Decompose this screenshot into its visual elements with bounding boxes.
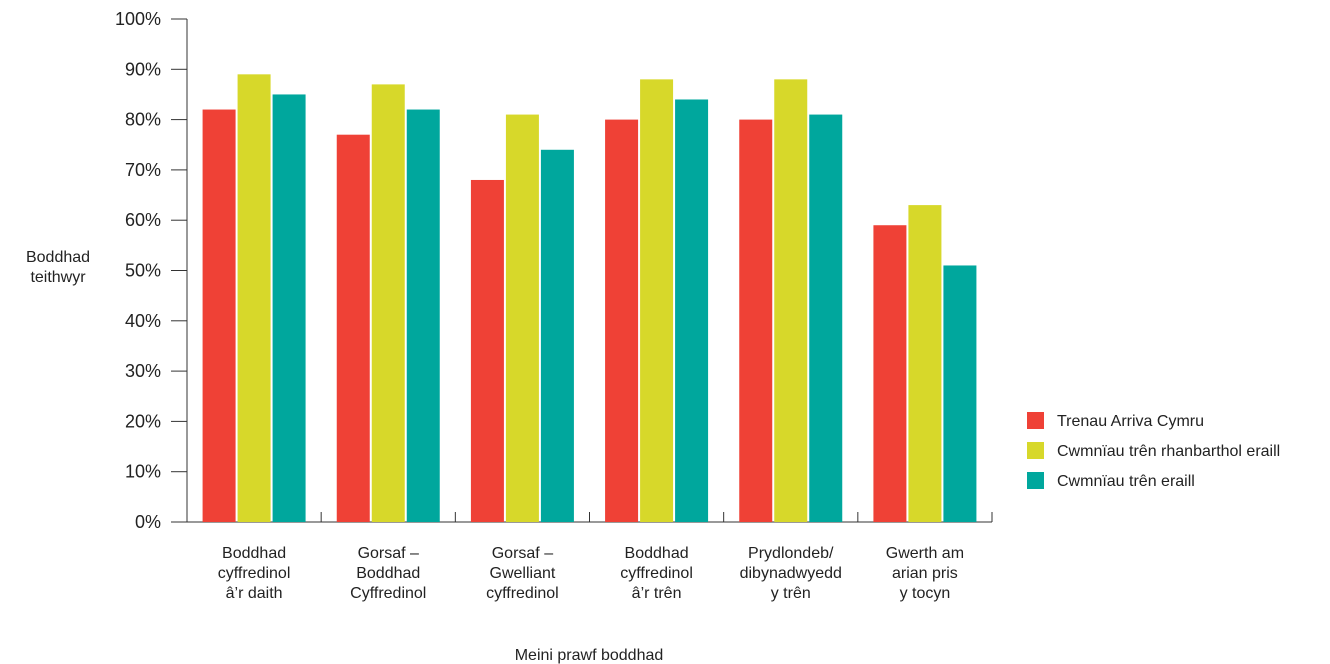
bar bbox=[873, 225, 907, 523]
y-tick-label: 90% bbox=[125, 59, 161, 79]
x-category-label-line: y trên bbox=[771, 585, 811, 602]
y-axis-title-line: teithwyr bbox=[30, 269, 86, 286]
x-category-label-line: dibynadwyedd bbox=[740, 565, 842, 582]
x-category-label-line: Cyffredinol bbox=[350, 585, 426, 602]
x-category-label-line: Boddhad bbox=[356, 565, 420, 582]
y-tick-label: 60% bbox=[125, 210, 161, 230]
legend: Trenau Arriva Cymru Cwmnïau trên rhanbart… bbox=[1027, 412, 1280, 490]
x-axis-title: Meini prawf boddhad bbox=[515, 647, 664, 664]
y-tick-label: 50% bbox=[125, 261, 161, 281]
bar bbox=[943, 265, 977, 522]
x-category-label-line: y tocyn bbox=[900, 585, 951, 602]
bar bbox=[908, 205, 942, 523]
y-tick-label: 30% bbox=[125, 361, 161, 381]
legend-label: Trenau Arriva Cymru bbox=[1057, 413, 1204, 430]
bar bbox=[202, 109, 236, 522]
bar bbox=[640, 79, 674, 523]
bar bbox=[774, 79, 808, 523]
bar bbox=[505, 114, 539, 522]
legend-swatch bbox=[1027, 442, 1044, 459]
x-category-label-line: Gwerth am bbox=[886, 545, 964, 562]
x-category-label: Gwerth am arian pris y tocyn bbox=[886, 545, 964, 602]
bar bbox=[470, 179, 504, 522]
bar bbox=[739, 119, 773, 522]
x-category-label: Boddhad cyffredinol â’r trên bbox=[620, 545, 693, 602]
x-category-label-line: Boddhad bbox=[222, 545, 286, 562]
x-category-label-line: cyffredinol bbox=[486, 585, 559, 602]
bar bbox=[237, 74, 271, 522]
y-tick-label: 10% bbox=[125, 462, 161, 482]
bar bbox=[406, 109, 440, 522]
bar bbox=[540, 149, 574, 522]
y-axis-title: Boddhad teithwyr bbox=[26, 249, 90, 286]
x-category-label-line: â’r daith bbox=[226, 585, 283, 602]
y-tick-label: 100% bbox=[115, 9, 161, 29]
plot-area: 0% 10% 20% 30% 40% 50% 60% 70% 80% 90% 100% Boddhad… bbox=[26, 9, 993, 664]
x-category-label: Gorsaf – Gwelliant cyffredinol bbox=[486, 545, 559, 602]
legend-label: Cwmnïau trên eraill bbox=[1057, 473, 1195, 490]
x-category-label-line: Gorsaf – bbox=[492, 545, 553, 562]
bar bbox=[809, 114, 843, 522]
y-axis-title-line: Boddhad bbox=[26, 249, 90, 266]
x-category-label-line: â’r trên bbox=[632, 585, 682, 602]
y-tick-label: 20% bbox=[125, 411, 161, 431]
x-category-label: Prydlondeb/dibynadwyedd y trên bbox=[740, 545, 842, 602]
y-tick-label: 70% bbox=[125, 160, 161, 180]
bar bbox=[371, 84, 405, 522]
x-category-label-line: Gorsaf – bbox=[358, 545, 419, 562]
legend-swatch bbox=[1027, 472, 1044, 489]
x-category-label-line: Gwelliant bbox=[490, 565, 556, 582]
y-tick-label: 40% bbox=[125, 311, 161, 331]
y-tick-label: 0% bbox=[135, 512, 161, 532]
y-tick-label: 80% bbox=[125, 110, 161, 130]
bar bbox=[605, 119, 639, 522]
x-category-label-line: cyffredinol bbox=[620, 565, 693, 582]
legend-label: Cwmnïau trên rhanbarthol eraill bbox=[1057, 443, 1280, 460]
x-category-label: Gorsaf – Boddhad Cyffredinol bbox=[350, 545, 426, 602]
bar bbox=[272, 94, 306, 522]
x-category-label-line: Prydlondeb/ bbox=[748, 545, 834, 562]
bar bbox=[675, 99, 709, 522]
x-category-label-line: Boddhad bbox=[625, 545, 689, 562]
x-category-label-line: cyffredinol bbox=[218, 565, 291, 582]
x-category-label-line: arian pris bbox=[892, 565, 958, 582]
bar bbox=[336, 134, 370, 522]
legend-swatch bbox=[1027, 412, 1044, 429]
x-category-label: Boddhad cyffredinol â’r daith bbox=[218, 545, 291, 602]
